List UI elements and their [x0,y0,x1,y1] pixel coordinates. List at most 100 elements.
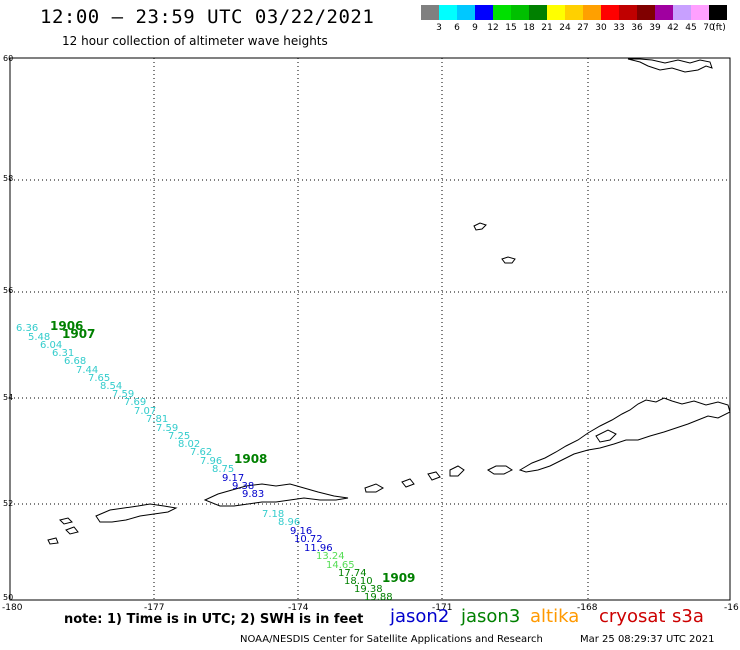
wave-height-value: 7.18 [262,509,284,520]
lat-lon-grid [10,58,730,600]
wave-height-value: 9.16 [290,526,312,537]
wave-height-value: 9.83 [242,489,264,500]
coastline-outlines [47,58,731,545]
wave-height-value: 11.96 [304,543,333,554]
latitude-label: 54 [3,393,13,402]
legend-label: 12 [487,23,499,33]
legend-swatch [709,5,727,20]
wave-height-value: 9.17 [222,473,244,484]
longitude-label: -168 [577,603,598,613]
coastline-rat-islands [95,503,178,523]
coastline-near-islands-1 [59,517,73,525]
wave-height-value: 5.48 [28,332,50,343]
coastline-kodiak [595,429,617,443]
wave-height-value: 19.38 [354,584,383,595]
legend-label: 33 [613,23,625,33]
wave-height-value: 8.54 [100,381,122,392]
wave-height-value: 13.24 [316,551,345,562]
legend-swatch [601,5,619,20]
coastline-unimak [487,465,513,475]
longitude-label: -177 [144,603,164,613]
legend-label: 27 [577,23,589,33]
satellite-label-jason2: jason2 [390,606,450,627]
latitude-label: 58 [3,174,13,183]
coastline-andreanof [203,483,349,507]
wave-height-value: 6.68 [64,356,86,367]
generated-timestamp: Mar 25 08:29:37 UTC 2021 [580,634,715,645]
time-tag: 1909 [382,571,415,585]
wave-height-value: 7.25 [168,431,190,442]
legend-swatch [475,5,493,20]
legend-label: 6 [454,23,460,33]
coastline-siberia [627,58,713,73]
legend-swatch [529,5,547,20]
legend-swatch [439,5,457,20]
legend-label: 9 [472,23,478,33]
legend-swatch [457,5,475,20]
wave-height-value: 10.72 [294,534,323,545]
longitude-label: -171 [432,603,452,613]
wave-height-value: 6.36 [16,323,38,334]
legend-swatch [547,5,565,20]
satellite-label-altika: altika [530,606,580,627]
wave-height-value: 8.02 [178,439,200,450]
legend-label: 36 [631,23,643,33]
wave-height-value: 7.44 [76,365,98,376]
wave-height-value: 18.10 [344,576,373,587]
latitude-label: 56 [3,286,13,295]
satellite-label-s3a: s3a [672,606,704,627]
wave-height-value: 17.74 [338,568,367,579]
latitude-label: 52 [3,499,13,508]
legend-label: 45 [685,23,697,33]
wave-height-value: 9.38 [232,481,254,492]
longitude-label: -174 [288,603,309,613]
wave-height-value: 6.04 [40,340,62,351]
axis-labels: -180 -177 -174 -171 -168 -16 60 58 56 54 52 50 [2,54,739,613]
coastline-near-islands-2 [65,526,79,535]
satellite-label-cryosat: cryosat [599,606,666,627]
wave-height-value: 6.31 [52,348,74,359]
legend-label: 18 [523,23,535,33]
legend-swatch [673,5,691,20]
wave-height-value: 7.59 [156,423,178,434]
coastline-alaska-peninsula [518,397,731,473]
footer-note: note: 1) Time is in UTC; 2) SWH is in fe… [64,612,364,627]
legend-swatch [421,5,439,20]
latitude-label: 50 [3,593,13,602]
legend-label: 70 [703,23,715,33]
legend-label: 24 [559,23,571,33]
wave-height-value: 7.96 [200,456,222,467]
legend-label: 21 [541,23,553,33]
wave-height-value: 8.96 [278,517,300,528]
map-title: 12:00 — 23:59 UTC 03/22/2021 [40,6,375,28]
coastline-pribilof-2 [501,256,516,264]
time-tag: 1906 [50,319,83,333]
wave-height-value: 8.75 [212,464,234,475]
wave-height-value: 7.65 [88,373,110,384]
legend-label: 42 [667,23,679,33]
wave-height-value: 14.65 [326,560,355,571]
coastline-fox-1 [401,478,415,488]
wave-height-value: 7.62 [190,447,212,458]
legend-swatch [565,5,583,20]
map-frame [9,57,731,601]
wave-height-value: 7.81 [146,414,168,425]
legend-unit: (ft) [712,23,726,33]
longitude-label: -180 [2,603,23,613]
coastline-islands-of-four [364,483,385,493]
legend-label: 15 [505,23,517,33]
wave-height-value: 7.59 [112,389,134,400]
latitude-label: 60 [3,54,13,63]
time-tag: 1907 [62,327,95,341]
legend-swatch [583,5,601,20]
legend-swatch [619,5,637,20]
legend-swatch [637,5,655,20]
legend-swatch [691,5,709,20]
coastline-umnak [427,471,441,481]
coastline-near-islands-3 [47,537,59,545]
legend-swatch [493,5,511,20]
wave-height-track: 6.365.486.046.316.687.447.658.547.597.69… [16,319,415,603]
wave-height-value: 7.69 [124,397,146,408]
coastline-unalaska [449,465,465,477]
wave-height-value: 19.88 [364,592,393,603]
